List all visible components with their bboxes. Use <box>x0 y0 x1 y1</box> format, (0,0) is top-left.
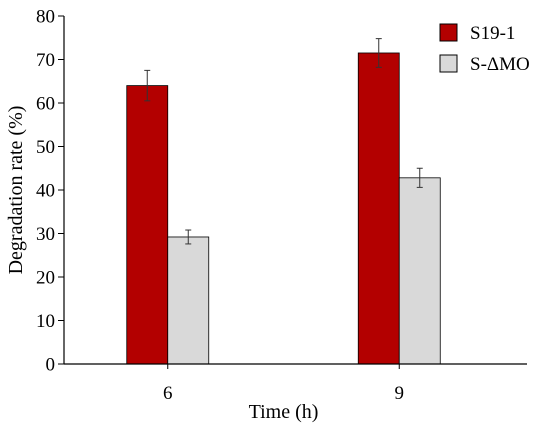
y-tick-label: 30 <box>36 224 55 245</box>
y-tick-label: 20 <box>36 268 55 289</box>
x-tick-label: 6 <box>163 383 173 404</box>
y-tick-label: 10 <box>36 311 55 332</box>
y-tick-label: 60 <box>36 94 55 115</box>
bar <box>126 85 169 365</box>
bar <box>167 236 210 365</box>
y-tick-label: 0 <box>46 355 56 376</box>
legend-label: S19-1 <box>470 23 515 44</box>
legend: S19-1 S-ΔMO <box>439 23 530 75</box>
y-tick-label: 80 <box>36 7 55 28</box>
x-axis-title: Time (h) <box>249 401 319 423</box>
legend-swatch <box>439 54 458 73</box>
legend-label: S-ΔMO <box>470 54 530 75</box>
bars-layer <box>126 38 441 365</box>
bar <box>357 52 400 365</box>
y-tick-label: 50 <box>36 137 55 158</box>
y-axis-ticks: 0 10 20 30 40 50 60 70 80 <box>36 7 64 376</box>
bar <box>398 177 441 365</box>
y-tick-label: 70 <box>36 50 55 71</box>
legend-swatch <box>439 23 458 42</box>
y-tick-label: 40 <box>36 181 55 202</box>
y-axis-title: Degradation rate (%) <box>5 106 27 275</box>
x-tick-label: 9 <box>395 383 405 404</box>
